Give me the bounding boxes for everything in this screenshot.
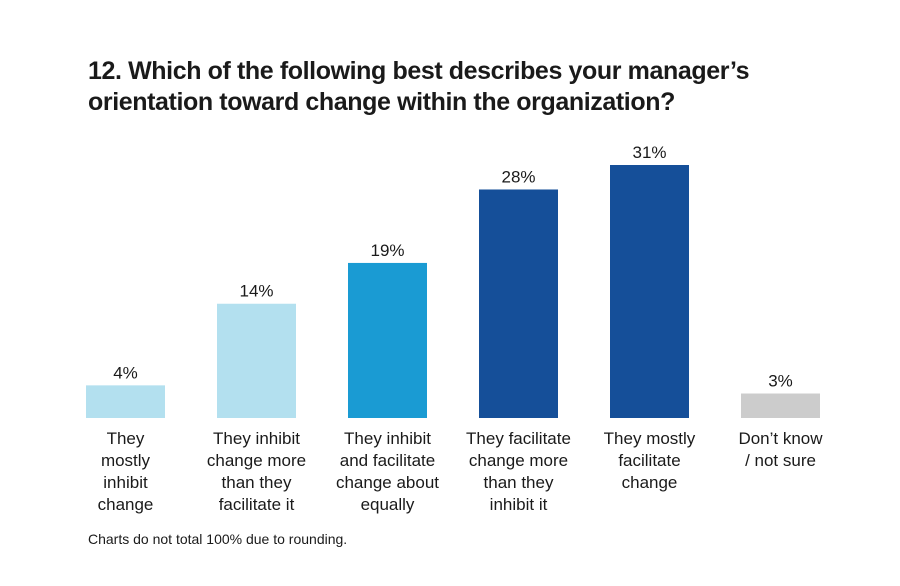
category-label-5: Don’t know / not sure — [738, 429, 823, 470]
value-label-3: 28% — [501, 167, 535, 186]
category-label-0: They mostly inhibit change — [98, 429, 154, 514]
value-label-4: 31% — [632, 143, 666, 162]
bar-4 — [610, 165, 689, 418]
footnote: Charts do not total 100% due to rounding… — [88, 531, 348, 547]
chart-title: 12. Which of the following best describe… — [88, 56, 848, 118]
bar-2 — [348, 262, 427, 418]
category-label-2: They inhibit and facilitate change about eq… — [336, 429, 439, 514]
bar-1 — [217, 303, 296, 418]
chart-title-line-2: orientation toward change within the org… — [88, 88, 675, 116]
value-label-0: 4% — [113, 363, 138, 382]
chart-title-line-1: 12. Which of the following best describe… — [88, 57, 750, 85]
value-label-5: 3% — [768, 372, 793, 391]
bar-3 — [479, 189, 558, 418]
category-label-1: They inhibit change more than they facilita… — [207, 429, 306, 514]
category-label-3: They facilitate change more than they inhib… — [466, 429, 571, 514]
bar-0 — [86, 385, 165, 418]
value-label-1: 14% — [239, 282, 273, 301]
category-label-4: They mostly facilitate change — [604, 429, 696, 492]
value-label-2: 19% — [370, 241, 404, 260]
bar-5 — [741, 393, 820, 418]
